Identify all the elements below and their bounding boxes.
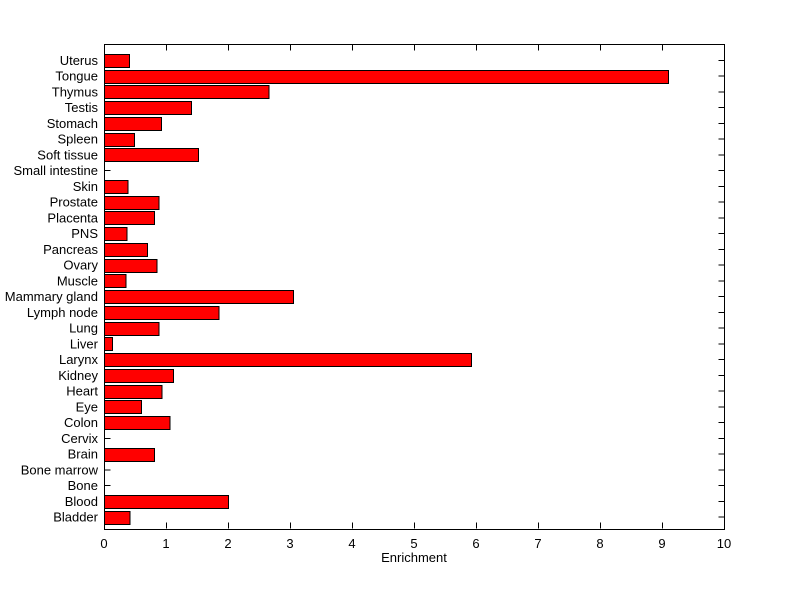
bar-spleen (104, 133, 135, 147)
x-tick-label-4: 4 (348, 536, 355, 551)
category-label-uterus: Uterus (60, 53, 99, 68)
category-label-testis: Testis (65, 100, 99, 115)
category-label-prostate: Prostate (50, 195, 98, 210)
category-label-spleen: Spleen (58, 132, 98, 147)
x-tick-label-2: 2 (224, 536, 231, 551)
bar-mammary-gland (104, 290, 295, 304)
category-label-tongue: Tongue (55, 69, 98, 84)
x-tick-label-10: 10 (717, 536, 731, 551)
x-tick-label-1: 1 (162, 536, 169, 551)
bar-uterus (104, 54, 130, 68)
bar-skin (104, 180, 129, 194)
category-label-kidney: Kidney (58, 368, 98, 383)
category-label-liver: Liver (70, 336, 99, 351)
category-label-bone: Bone (68, 478, 98, 493)
category-label-pns: PNS (71, 226, 98, 241)
category-label-thymus: Thymus (52, 84, 99, 99)
category-label-stomach: Stomach (47, 116, 98, 131)
bar-soft-tissue (104, 148, 200, 162)
category-label-heart: Heart (66, 384, 98, 399)
bar-larynx (104, 353, 473, 367)
category-label-soft-tissue: Soft tissue (37, 147, 98, 162)
x-tick-label-0: 0 (100, 536, 107, 551)
bar-eye (104, 400, 143, 414)
bar-placenta (104, 211, 156, 225)
x-tick-label-3: 3 (286, 536, 293, 551)
bar-tongue (104, 70, 670, 84)
x-tick-label-5: 5 (410, 536, 417, 551)
bar-heart (104, 385, 163, 399)
bar-lung (104, 322, 160, 336)
bar-pancreas (104, 243, 148, 257)
category-label-brain: Brain (68, 447, 98, 462)
category-label-bladder: Bladder (53, 510, 98, 525)
category-label-ovary: Ovary (63, 258, 98, 273)
x-tick-label-8: 8 (596, 536, 603, 551)
bar-ovary (104, 259, 158, 273)
bar-liver (104, 337, 114, 351)
bar-kidney (104, 369, 174, 383)
bar-prostate (104, 196, 160, 210)
category-label-cervix: Cervix (61, 431, 98, 446)
category-label-small-intestine: Small intestine (13, 163, 98, 178)
category-label-colon: Colon (64, 415, 98, 430)
bar-blood (104, 495, 229, 509)
category-label-bone-marrow: Bone marrow (21, 462, 99, 477)
category-label-blood: Blood (65, 494, 98, 509)
category-label-eye: Eye (76, 399, 98, 414)
category-label-pancreas: Pancreas (43, 242, 98, 257)
bar-thymus (104, 85, 270, 99)
bar-stomach (104, 117, 163, 131)
category-label-skin: Skin (73, 179, 98, 194)
category-label-muscle: Muscle (57, 273, 98, 288)
bar-brain (104, 448, 156, 462)
bar-muscle (104, 274, 127, 288)
category-label-lung: Lung (69, 321, 98, 336)
bar-lymph-node (104, 306, 220, 320)
plot-box (104, 44, 725, 530)
bar-bladder (104, 511, 131, 525)
x-axis-label: Enrichment (381, 550, 447, 565)
category-label-mammary-gland: Mammary gland (5, 289, 98, 304)
x-tick-label-6: 6 (472, 536, 479, 551)
x-tick-label-9: 9 (658, 536, 665, 551)
category-label-placenta: Placenta (47, 210, 98, 225)
category-label-lymph-node: Lymph node (27, 305, 98, 320)
x-tick-label-7: 7 (534, 536, 541, 551)
bar-colon (104, 416, 171, 430)
bar-testis (104, 101, 192, 115)
bar-pns (104, 227, 128, 241)
category-label-larynx: Larynx (59, 352, 99, 367)
